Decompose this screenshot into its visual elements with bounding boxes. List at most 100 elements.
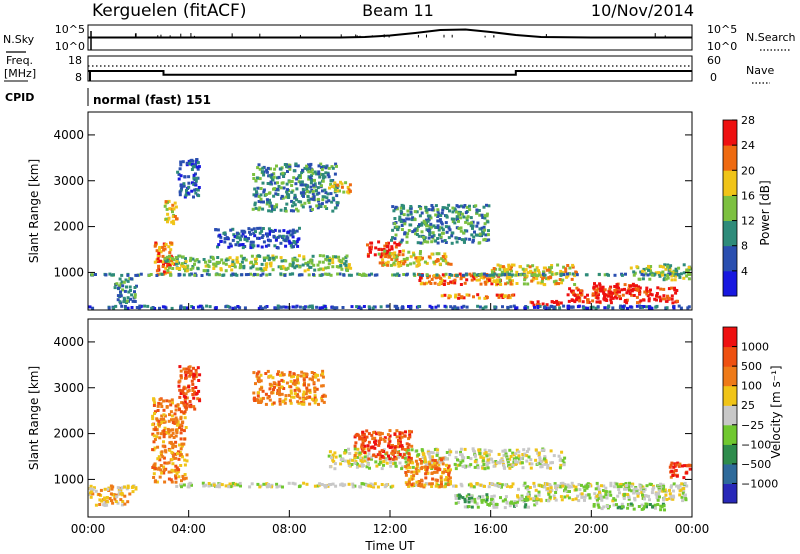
data-cell: [415, 472, 419, 475]
data-cell: [291, 264, 295, 268]
data-cell: [273, 205, 277, 209]
data-cell: [170, 418, 173, 422]
data-cell: [626, 506, 630, 510]
data-cell: [152, 434, 156, 438]
data-cell: [333, 306, 337, 310]
data-cell: [139, 272, 143, 276]
data-cell: [307, 273, 311, 277]
data-cell: [371, 437, 375, 441]
data-cell: [392, 253, 396, 257]
data-cell: [444, 255, 448, 259]
data-cell: [510, 265, 513, 269]
data-cell: [433, 462, 436, 466]
data-cell: [301, 205, 305, 209]
data-cell: [497, 295, 501, 299]
data-cell: [446, 469, 450, 473]
data-cell: [687, 463, 691, 467]
data-cell: [509, 463, 513, 467]
data-cell: [474, 204, 478, 208]
data-cell: [297, 174, 301, 178]
data-cell: [385, 461, 389, 465]
data-cell: [516, 460, 520, 464]
data-cell: [94, 489, 98, 493]
data-cell: [483, 467, 487, 471]
data-cell: [428, 231, 432, 235]
data-cell: [570, 485, 573, 489]
data-cell: [473, 460, 477, 464]
data-cell: [409, 262, 413, 266]
data-cell: [624, 487, 628, 491]
data-cell: [257, 401, 261, 404]
data-cell: [388, 252, 392, 255]
data-cell: [218, 273, 222, 277]
data-cell: [484, 233, 488, 237]
data-cell: [360, 273, 364, 277]
data-cell: [192, 374, 196, 378]
data-cell: [563, 483, 567, 487]
data-cell: [499, 283, 503, 286]
data-cell: [612, 485, 616, 489]
data-cell: [487, 229, 490, 233]
data-cell: [469, 216, 473, 220]
data-cell: [191, 181, 194, 185]
data-cell: [318, 306, 322, 310]
data-cell: [412, 470, 416, 474]
data-cell: [523, 452, 527, 456]
data-cell: [272, 401, 276, 405]
data-cell: [217, 485, 221, 489]
data-cell: [529, 270, 533, 274]
data-cell: [283, 266, 286, 270]
data-cell: [393, 222, 397, 226]
data-cell: [664, 299, 668, 303]
data-cell: [575, 286, 579, 290]
data-cell: [183, 458, 187, 462]
data-cell: [670, 274, 674, 278]
data-cell: [292, 201, 296, 205]
data-cell: [648, 482, 652, 486]
data-cell: [663, 263, 667, 267]
data-cell: [453, 305, 457, 309]
data-cell: [420, 223, 424, 227]
data-cell: [443, 293, 447, 297]
data-cell: [464, 464, 468, 468]
data-cell: [422, 235, 426, 239]
data-cell: [514, 460, 518, 464]
data-cell: [300, 273, 304, 277]
data-cell: [629, 305, 633, 309]
data-cell: [395, 429, 399, 433]
data-cell: [156, 257, 160, 261]
data-cell: [384, 458, 388, 462]
data-cell: [282, 373, 286, 377]
data-cell: [295, 258, 299, 262]
data-cell: [290, 272, 294, 276]
data-cell: [357, 453, 361, 457]
data-cell: [675, 484, 678, 488]
data-cell: [234, 306, 238, 310]
data-cell: [659, 482, 663, 486]
data-cell: [661, 273, 664, 277]
data-cell: [470, 221, 473, 225]
data-cell: [324, 272, 328, 276]
data-cell: [390, 257, 394, 261]
data-cell: [346, 190, 350, 194]
data-cell: [402, 273, 406, 276]
data-cell: [313, 386, 317, 390]
data-cell: [455, 210, 458, 214]
data-cell: [465, 205, 469, 209]
data-cell: [483, 448, 487, 452]
data-cell: [464, 211, 468, 215]
data-cell: [157, 419, 161, 423]
data-cell: [380, 449, 384, 453]
data-cell: [613, 295, 617, 299]
data-cell: [445, 451, 449, 454]
data-cell: [285, 235, 289, 239]
data-cell: [577, 304, 581, 308]
data-cell: [293, 230, 297, 234]
data-cell: [430, 471, 434, 475]
data-cell: [482, 205, 486, 209]
data-cell: [219, 268, 223, 272]
data-cell: [510, 269, 513, 273]
data-cell: [441, 456, 445, 460]
data-cell: [263, 258, 266, 262]
data-cell: [274, 238, 278, 242]
